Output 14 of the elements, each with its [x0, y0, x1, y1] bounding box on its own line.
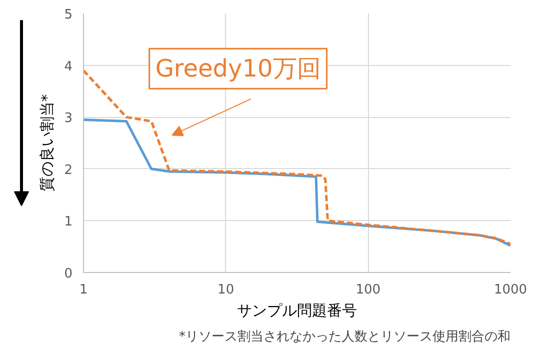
x-tick-label: 100 — [356, 282, 381, 298]
y-axis-title: 質の良い割当* — [38, 94, 56, 192]
y-tick-label: 3 — [64, 111, 73, 126]
x-tick-label: 1 — [79, 282, 88, 298]
x-axis-title: サンプル問題番号 — [237, 302, 357, 320]
y-tick-label: 1 — [64, 214, 73, 230]
text: *リソース割当されなかった人数とリソース使用割合の和 — [179, 330, 510, 344]
y-tick-label: 2 — [64, 162, 73, 178]
y-tick-label: 4 — [64, 59, 73, 74]
x-tick-label: 1000 — [494, 282, 528, 298]
x-tick-label: 10 — [218, 282, 234, 298]
y-tick-label: 5 — [64, 8, 73, 22]
series-label: Greedy10万回 — [155, 54, 321, 83]
y-tick-label: 0 — [64, 266, 73, 282]
